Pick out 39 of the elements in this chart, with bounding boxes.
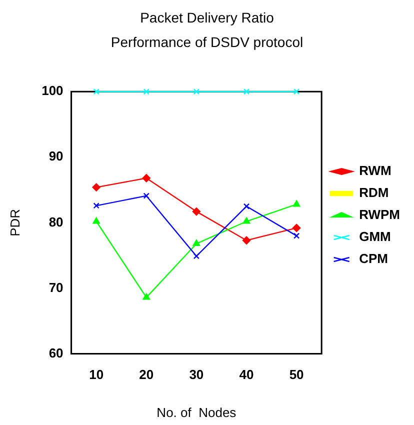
x-tick-label: 10 — [89, 367, 104, 382]
y-tick-label: 80 — [48, 214, 64, 230]
point — [142, 174, 150, 182]
legend-label: GMM — [359, 229, 391, 244]
x-tick-label: 50 — [289, 367, 304, 382]
point — [93, 202, 100, 209]
point — [92, 183, 100, 192]
x-tick-label: 40 — [239, 367, 254, 382]
y-tick-label: 70 — [48, 280, 64, 295]
y-tick-label: 90 — [48, 148, 64, 164]
point — [242, 217, 250, 224]
point — [143, 88, 150, 95]
point — [293, 232, 300, 239]
point — [143, 192, 150, 199]
point — [243, 203, 250, 210]
y-axis-title: PDR — [7, 208, 22, 236]
legend-label: RDM — [359, 185, 389, 200]
y-tick-label: 100 — [42, 83, 64, 98]
legend-label: CPM — [359, 251, 388, 266]
point — [193, 253, 200, 260]
point — [292, 224, 301, 232]
point — [192, 240, 200, 246]
x-tick-label: 20 — [139, 367, 154, 382]
y-tick-label: 60 — [48, 345, 64, 360]
point — [92, 217, 100, 224]
point — [93, 88, 100, 95]
point — [192, 207, 201, 216]
point — [142, 293, 150, 300]
point — [242, 236, 251, 244]
x-axis-title: No. of Nodes — [156, 404, 237, 420]
x-tick-label: 30 — [189, 367, 204, 382]
chart-subtitle: Performance of DSDV protocol — [110, 34, 304, 50]
legend-label: RWM — [359, 163, 392, 178]
point — [193, 88, 200, 95]
point — [293, 88, 300, 95]
point — [243, 88, 250, 95]
point — [292, 200, 300, 207]
chart-title: Packet Delivery Ratio — [140, 9, 274, 26]
legend-label: RWPM — [359, 207, 400, 222]
